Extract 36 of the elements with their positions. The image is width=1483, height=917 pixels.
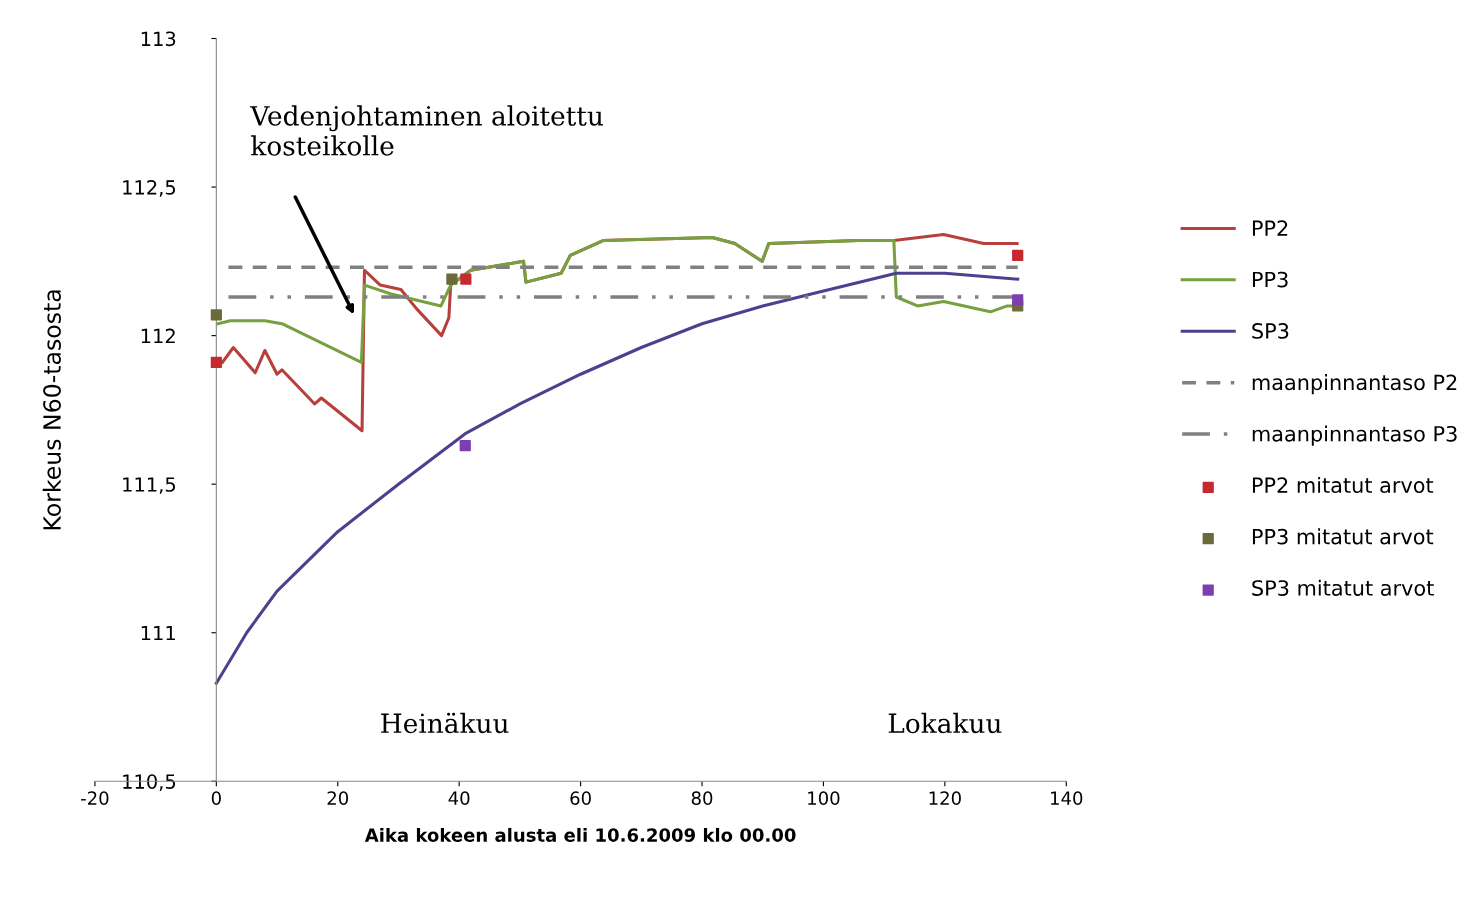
point bbox=[210, 309, 222, 321]
x-tick-label: 100 bbox=[808, 791, 840, 805]
line-series bbox=[214, 271, 1020, 685]
x-tick-label: 0 bbox=[211, 791, 221, 805]
annotation: Lokakuu bbox=[888, 712, 1002, 734]
x-tick-label: 140 bbox=[1051, 791, 1083, 805]
legend-label: PP3 bbox=[1252, 271, 1288, 288]
y-axis-title: Korkeus N60-tasosta bbox=[42, 290, 61, 530]
legend-label: PP3 mitatut arvot bbox=[1252, 528, 1434, 545]
legend-label: SP3 bbox=[1252, 323, 1289, 339]
legend-label: maanpinnantaso P2 bbox=[1252, 374, 1457, 395]
legend-label: PP2 mitatut arvot bbox=[1252, 476, 1434, 494]
y-tick-label: 112,5 bbox=[123, 180, 176, 197]
point bbox=[210, 356, 222, 368]
y-tick-label: 112 bbox=[141, 328, 175, 344]
legend-label: PP2 bbox=[1252, 220, 1288, 236]
x-tick-label: 60 bbox=[570, 791, 591, 805]
annotation: Heinäkuu bbox=[381, 712, 509, 734]
y-tick-label: 111 bbox=[141, 625, 175, 641]
x-axis-title: Aika kokeen alusta eli 10.6.2009 klo 00.00 bbox=[364, 827, 796, 842]
legend-label: SP3 mitatut arvot bbox=[1252, 579, 1434, 596]
point bbox=[459, 439, 471, 452]
x-tick-label: 120 bbox=[929, 791, 961, 805]
annotation: Vedenjohtaminen aloitettu kosteikolle bbox=[250, 105, 603, 156]
x-tick-label: 80 bbox=[691, 791, 713, 805]
point bbox=[1012, 249, 1024, 262]
x-tick-label: 40 bbox=[448, 791, 470, 805]
legend-label: maanpinnantaso P3 bbox=[1252, 425, 1457, 446]
y-tick-label: 111,5 bbox=[123, 477, 176, 494]
x-tick-label: 20 bbox=[327, 791, 349, 805]
point bbox=[1012, 294, 1024, 306]
point bbox=[460, 273, 472, 285]
x-tick-label: -20 bbox=[81, 791, 109, 805]
point bbox=[446, 273, 458, 285]
y-tick-label: 113 bbox=[141, 31, 176, 47]
y-tick-label: 110,5 bbox=[123, 774, 176, 791]
